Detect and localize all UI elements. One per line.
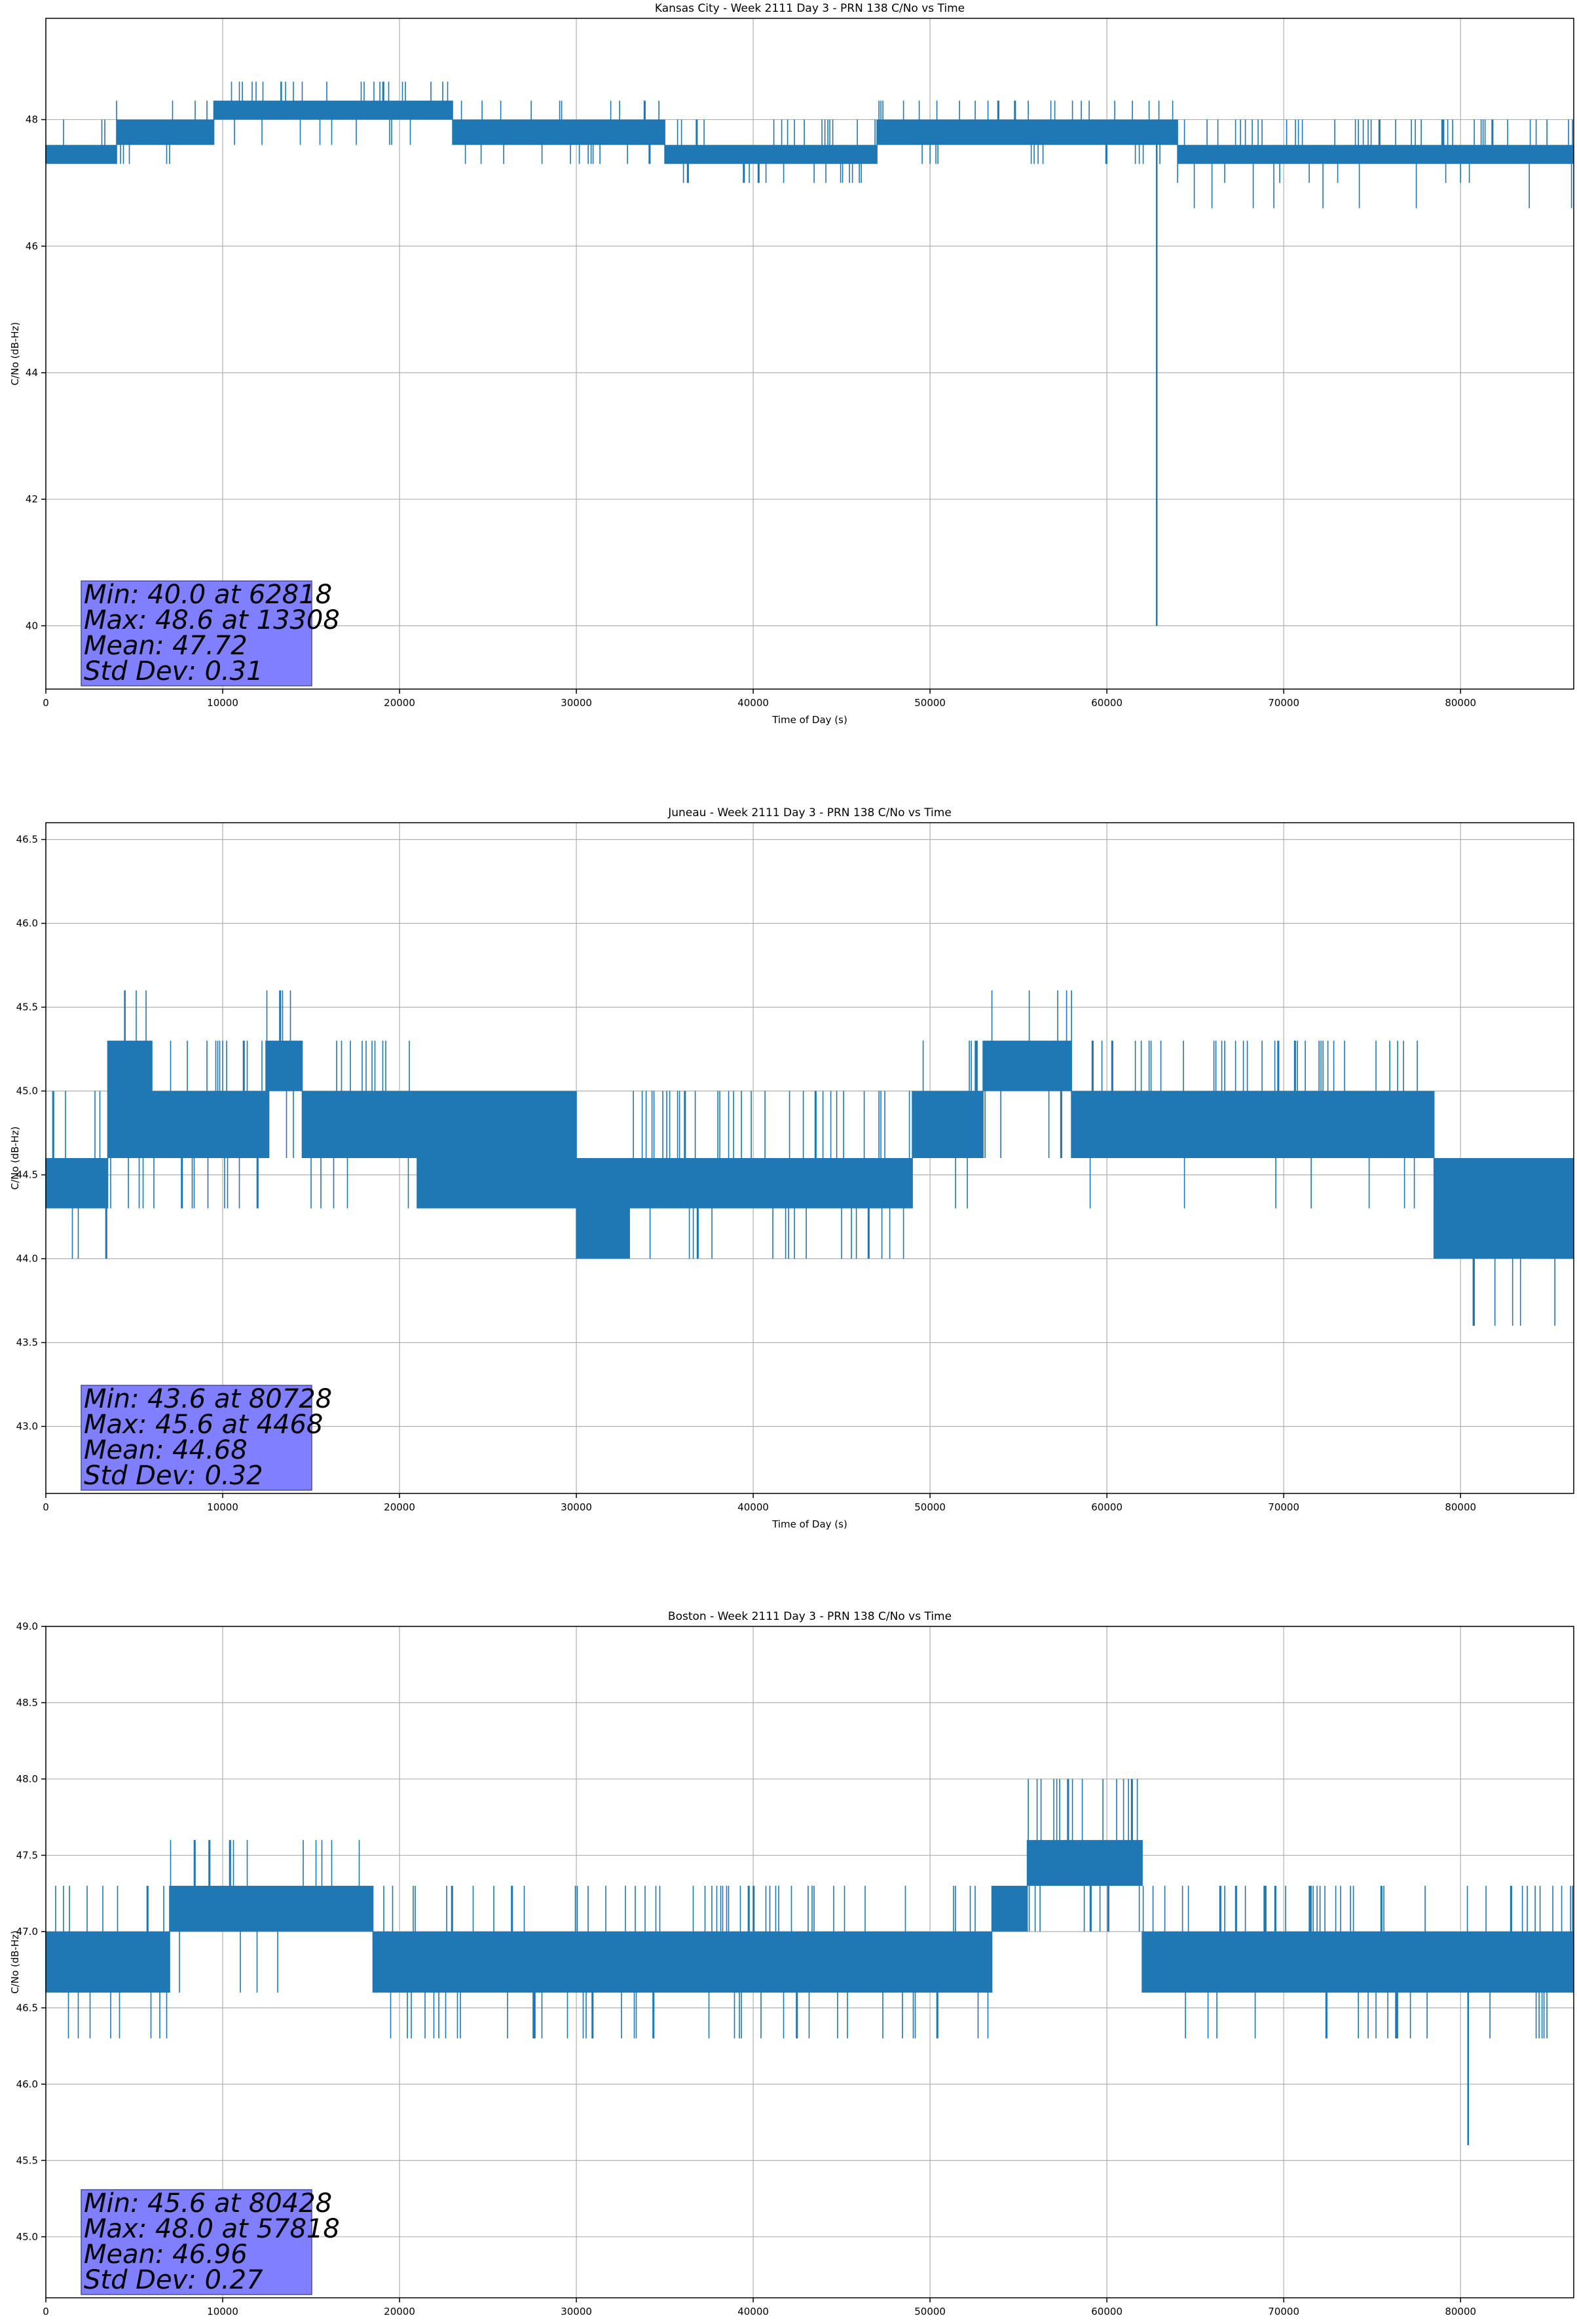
y-tick-label: 47.0 (16, 1926, 38, 1938)
y-tick-label: 46.0 (16, 918, 38, 929)
x-tick-label: 40000 (737, 2306, 769, 2317)
chart-title: Kansas City - Week 2111 Day 3 - PRN 138 … (655, 2, 965, 15)
stats-box (81, 1385, 312, 1491)
x-tick-label: 80000 (1445, 2306, 1476, 2317)
y-tick-label: 45.5 (16, 2154, 38, 2166)
stats-line: Min: 43.6 at 80728 (84, 1384, 332, 1414)
chart-title: Juneau - Week 2111 Day 3 - PRN 138 C/No … (667, 806, 952, 819)
x-tick-label: 40000 (737, 697, 769, 709)
y-tick-label: 48 (26, 114, 38, 126)
y-tick-label: 43.0 (16, 1421, 38, 1433)
x-tick-label: 50000 (914, 697, 946, 709)
x-tick-label: 30000 (561, 1501, 592, 1513)
x-tick-label: 20000 (384, 697, 415, 709)
x-tick-label: 80000 (1445, 697, 1476, 709)
y-tick-label: 44.0 (16, 1253, 38, 1265)
x-tick-label: 50000 (914, 1501, 946, 1513)
chart-2: 0 10000 20000 30000 40000 50000 60000 70000 8000… (9, 806, 1574, 1530)
chart-3: 0 10000 20000 30000 40000 50000 60000 70000 8000… (9, 1610, 1574, 2324)
chart-1: 0 10000 20000 30000 40000 50000 60000 70000 8000… (9, 2, 1574, 726)
stats-line: Max: 48.0 at 57818 (84, 2214, 340, 2244)
y-tick-label: 44.5 (16, 1169, 38, 1181)
x-tick-label: 60000 (1091, 1501, 1122, 1513)
stats-line: Max: 45.6 at 4468 (84, 1410, 323, 1440)
x-tick-label: 0 (43, 697, 49, 709)
y-tick-label: 45.0 (16, 1085, 38, 1097)
y-tick-label: 42 (26, 493, 38, 505)
stats-line: Std Dev: 0.31 (84, 656, 263, 686)
y-tick-label: 44 (26, 367, 38, 379)
y-tick-label: 47.5 (16, 1849, 38, 1861)
stats-line: Max: 48.6 at 13308 (84, 605, 340, 635)
x-tick-label: 0 (43, 2306, 49, 2317)
stats-line: Std Dev: 0.32 (84, 1461, 263, 1491)
x-tick-label: 60000 (1091, 2306, 1122, 2317)
x-tick-label: 10000 (207, 2306, 238, 2317)
plot-frame (45, 822, 1574, 1494)
plot-frame (45, 1626, 1574, 2298)
stats-line: Mean: 44.68 (84, 1435, 248, 1465)
stats-line: Mean: 47.72 (84, 631, 248, 661)
x-tick-label: 70000 (1268, 1501, 1299, 1513)
y-tick-label: 46.5 (16, 834, 38, 846)
y-tick-label: 46.0 (16, 2078, 38, 2090)
stats-box (81, 2189, 312, 2295)
y-tick-label: 46 (26, 240, 38, 252)
y-tick-label: 45.0 (16, 2231, 38, 2243)
x-axis-label: Time of Day (s) (771, 1518, 847, 1530)
y-axis-label: C/No (dB-Hz) (9, 1127, 21, 1190)
stats-line: Std Dev: 0.27 (84, 2265, 263, 2295)
y-tick-label: 49.0 (16, 1621, 38, 1632)
x-axis-label: Time of Day (s) (771, 714, 847, 726)
chart-title: Boston - Week 2111 Day 3 - PRN 138 C/No … (668, 1610, 952, 1623)
x-tick-label: 60000 (1091, 697, 1122, 709)
y-tick-label: 45.5 (16, 1002, 38, 1013)
y-tick-label: 48.0 (16, 1773, 38, 1785)
x-tick-label: 20000 (384, 2306, 415, 2317)
stats-box (81, 580, 312, 686)
x-tick-label: 30000 (561, 2306, 592, 2317)
y-tick-label: 48.5 (16, 1696, 38, 1708)
x-tick-label: 0 (43, 1501, 49, 1513)
x-tick-label: 10000 (207, 697, 238, 709)
x-tick-label: 80000 (1445, 1501, 1476, 1513)
x-tick-label: 30000 (561, 697, 592, 709)
y-tick-label: 43.5 (16, 1337, 38, 1349)
x-axis-label: Time of Day (s) (771, 2323, 847, 2324)
stats-line: Mean: 46.96 (84, 2240, 248, 2270)
stats-line: Min: 45.6 at 80428 (84, 2188, 332, 2219)
x-tick-label: 70000 (1268, 697, 1299, 709)
y-axis-label: C/No (dB-Hz) (9, 1930, 21, 1994)
stats-line: Min: 40.0 at 62818 (84, 580, 332, 610)
y-tick-label: 40 (26, 620, 38, 631)
plot-frame (45, 18, 1574, 690)
x-tick-label: 10000 (207, 1501, 238, 1513)
x-tick-label: 40000 (737, 1501, 769, 1513)
y-axis-label: C/No (dB-Hz) (9, 322, 21, 386)
y-tick-label: 46.5 (16, 2002, 38, 2014)
x-tick-label: 20000 (384, 1501, 415, 1513)
x-tick-label: 70000 (1268, 2306, 1299, 2317)
x-tick-label: 50000 (914, 2306, 946, 2317)
